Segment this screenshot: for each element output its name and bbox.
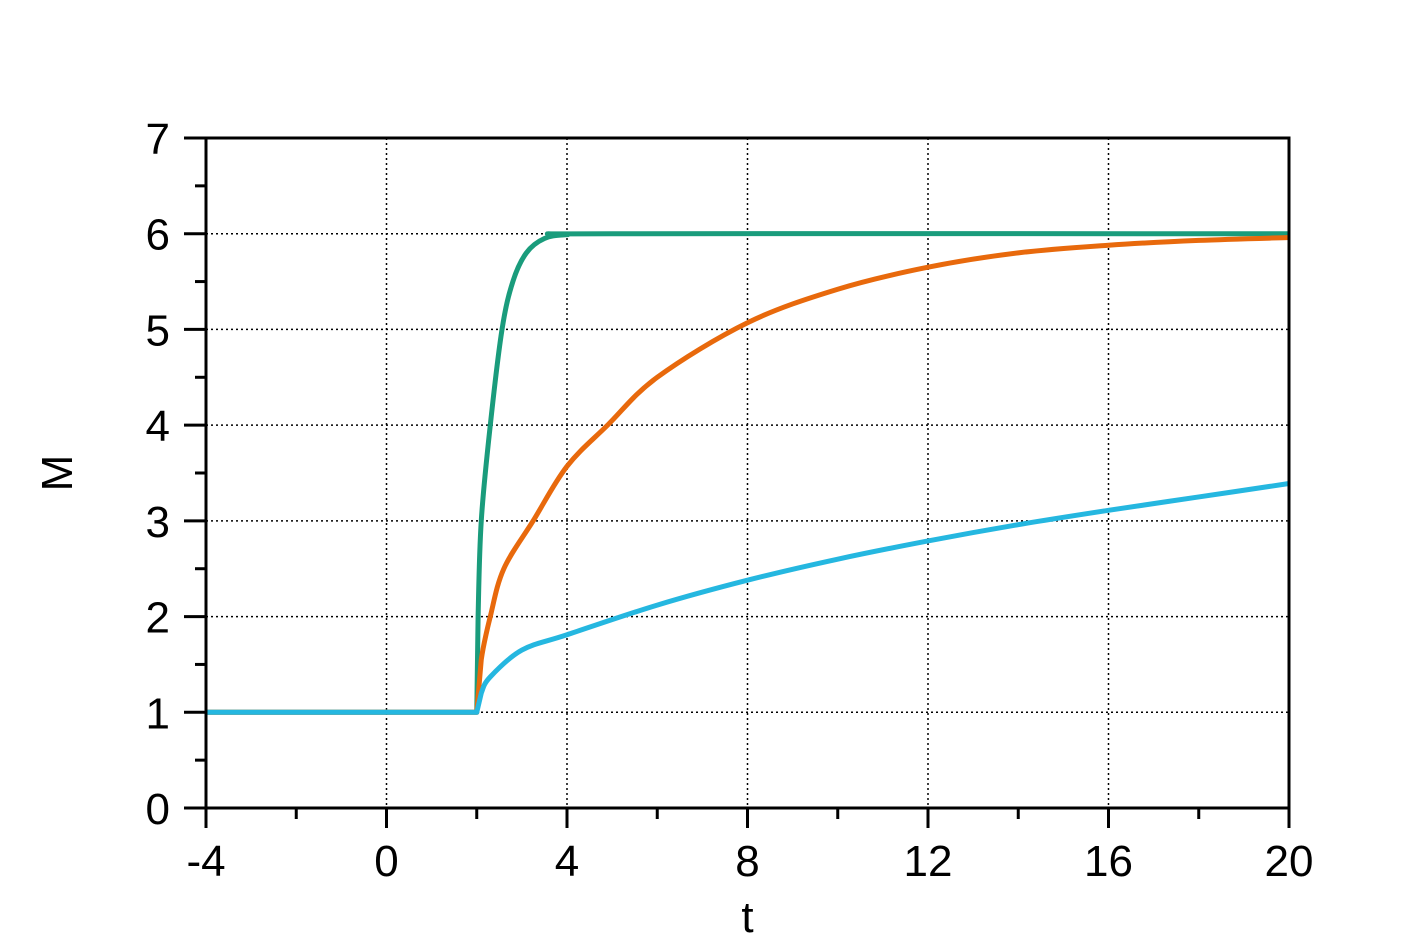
x-axis-label: t	[741, 893, 753, 942]
y-tick-label: 1	[146, 689, 170, 738]
x-tick-label: -4	[186, 837, 225, 886]
x-tick-label: 16	[1084, 837, 1133, 886]
series-line-3	[206, 481, 1290, 715]
y-tick-label: 5	[146, 306, 170, 355]
x-tick-label: 8	[735, 837, 759, 886]
x-tick-label: 0	[374, 837, 398, 886]
x-tick-label: 20	[1265, 837, 1314, 886]
series-line-2	[206, 235, 1290, 715]
y-tick-label: 0	[146, 785, 170, 834]
y-tick-label: 6	[146, 211, 170, 260]
y-tick-label: 4	[146, 402, 170, 451]
y-axis-label: M	[33, 455, 82, 492]
y-tick-label: 2	[146, 594, 170, 643]
x-tick-label: 4	[555, 837, 579, 886]
grid	[206, 138, 1289, 808]
y-tick-label: 3	[146, 498, 170, 547]
series-group	[206, 231, 1290, 715]
x-tick-label: 12	[904, 837, 953, 886]
series-line-1	[206, 231, 1290, 715]
y-tick-label: 7	[146, 115, 170, 164]
